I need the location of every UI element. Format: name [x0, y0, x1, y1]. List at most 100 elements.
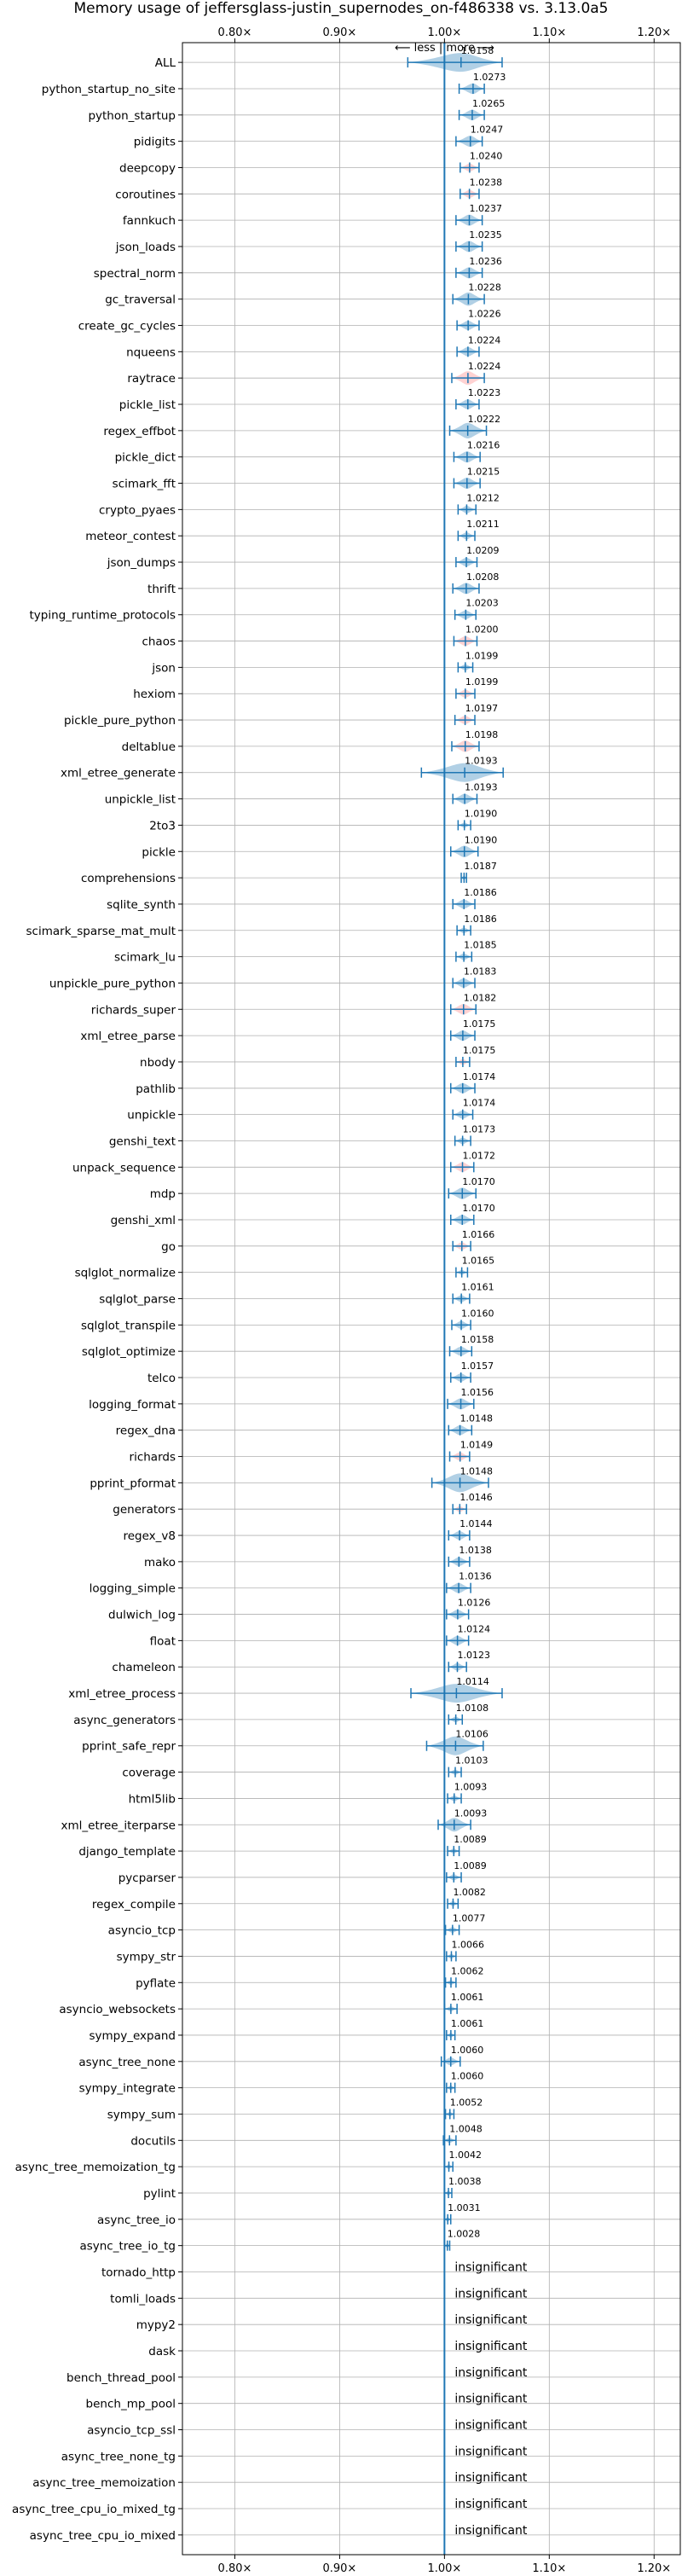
value-label: 1.0198 — [465, 729, 499, 740]
benchmark-label: sqlglot_parse — [99, 1293, 176, 1307]
value-label: 1.0161 — [461, 1282, 494, 1293]
value-label: 1.0093 — [454, 1807, 488, 1819]
value-label: 1.0144 — [459, 1518, 493, 1529]
value-label: 1.0203 — [465, 598, 499, 609]
value-label: 1.0106 — [455, 1729, 488, 1740]
value-label: 1.0235 — [469, 229, 502, 241]
insignificant-label: insignificant — [454, 2287, 528, 2300]
value-label: 1.0226 — [468, 309, 501, 320]
benchmark-label: scimark_sparse_mat_mult — [26, 925, 176, 938]
insignificant-label: insignificant — [454, 2366, 528, 2380]
benchmark-label: django_template — [78, 1845, 176, 1859]
benchmark-label: deltablue — [122, 740, 176, 754]
benchmark-label: async_tree_none — [78, 2056, 176, 2069]
benchmark-label: richards — [130, 1451, 176, 1465]
benchmark-label: go — [161, 1240, 176, 1254]
benchmark-label: regex_compile — [92, 1898, 176, 1912]
benchmark-label: chaos — [142, 635, 176, 649]
benchmark-label: bench_thread_pool — [66, 2371, 176, 2385]
value-label: 1.0149 — [460, 1440, 494, 1451]
value-label: 1.0174 — [463, 1098, 496, 1109]
benchmark-label: mdp — [150, 1187, 176, 1201]
value-label: 1.0028 — [448, 2229, 481, 2240]
insignificant-label: insignificant — [454, 2340, 528, 2353]
direction-label: ⟵ less | more ⟶ — [395, 42, 494, 55]
value-label: 1.0166 — [462, 1229, 495, 1240]
benchmark-label: ALL — [155, 56, 176, 70]
benchmark-label: chameleon — [112, 1661, 176, 1674]
value-label: 1.0089 — [454, 1834, 487, 1845]
value-label: 1.0273 — [473, 72, 506, 83]
value-label: 1.0170 — [462, 1176, 495, 1187]
benchmark-label: pickle_dict — [115, 451, 176, 465]
benchmark-label: nqueens — [126, 345, 176, 359]
benchmark-label: genshi_text — [109, 1134, 176, 1148]
benchmark-label: thrift — [147, 583, 176, 596]
x-tick-label-top: 0.90× — [322, 26, 356, 39]
value-label: 1.0060 — [451, 2071, 484, 2082]
benchmark-label: html5lib — [129, 1792, 176, 1806]
benchmark-label: asyncio_tcp — [108, 1924, 176, 1938]
benchmark-label: async_tree_memoization — [32, 2476, 176, 2490]
value-label: 1.0172 — [463, 1150, 496, 1161]
benchmark-label: sympy_integrate — [79, 2082, 176, 2096]
value-label: 1.0265 — [472, 98, 506, 109]
value-label: 1.0190 — [465, 808, 498, 819]
benchmark-label: sqlglot_normalize — [75, 1267, 176, 1280]
value-label: 1.0061 — [451, 1992, 484, 2003]
value-label: 1.0124 — [458, 1623, 491, 1634]
value-label: 1.0158 — [461, 1334, 494, 1345]
value-label: 1.0114 — [456, 1676, 489, 1687]
benchmark-label: sqlglot_transpile — [81, 1319, 176, 1332]
benchmark-label: mako — [144, 1556, 176, 1569]
value-label: 1.0240 — [470, 150, 503, 161]
plot-frame — [182, 42, 681, 2556]
benchmark-label: pickle — [142, 845, 176, 859]
value-label: 1.0185 — [464, 940, 497, 951]
value-label: 1.0062 — [451, 1965, 484, 1976]
value-label: 1.0060 — [451, 2045, 484, 2056]
benchmark-label: sympy_str — [117, 1950, 176, 1964]
value-label: 1.0183 — [464, 966, 497, 977]
value-label: 1.0042 — [449, 2150, 483, 2161]
benchmark-label: unpickle_pure_python — [49, 977, 176, 990]
benchmark-label: regex_effbot — [103, 425, 176, 438]
value-label: 1.0175 — [463, 1018, 496, 1030]
value-label: 1.0170 — [462, 1203, 495, 1214]
value-label: 1.0215 — [467, 467, 500, 478]
benchmark-label: async_tree_memoization_tg — [15, 2161, 176, 2174]
benchmark-label: pyflate — [136, 1976, 176, 1990]
benchmark-label: float — [150, 1634, 176, 1648]
value-label: 1.0077 — [453, 1913, 486, 1924]
insignificant-label: insignificant — [454, 2419, 528, 2433]
value-label: 1.0126 — [458, 1598, 491, 1609]
value-label: 1.0199 — [465, 650, 499, 661]
value-label: 1.0186 — [464, 914, 497, 925]
benchmark-label: genshi_xml — [111, 1214, 176, 1227]
benchmark-label: async_tree_none_tg — [61, 2450, 176, 2463]
benchmark-label: telco — [147, 1372, 176, 1385]
value-label: 1.0212 — [466, 492, 500, 503]
benchmark-label: 2to3 — [149, 819, 176, 833]
value-label: 1.0061 — [451, 2018, 484, 2029]
benchmark-label: meteor_contest — [85, 530, 176, 543]
insignificant-label: insignificant — [454, 2471, 528, 2485]
value-label: 1.0224 — [468, 334, 501, 345]
value-label: 1.0187 — [464, 861, 497, 872]
insignificant-label: insignificant — [454, 2445, 528, 2458]
value-label: 1.0199 — [465, 676, 499, 688]
benchmark-label: python_startup_no_site — [42, 83, 176, 96]
benchmark-label: richards_super — [91, 1003, 176, 1017]
value-label: 1.0165 — [462, 1256, 495, 1267]
benchmark-label: crypto_pyaes — [99, 503, 176, 517]
value-label: 1.0108 — [456, 1703, 489, 1714]
value-label: 1.0247 — [471, 125, 504, 136]
insignificant-label: insignificant — [454, 2393, 528, 2406]
value-label: 1.0238 — [470, 177, 503, 188]
benchmark-label: logging_format — [89, 1398, 176, 1412]
value-label: 1.0066 — [451, 1939, 484, 1950]
value-label: 1.0208 — [466, 571, 500, 583]
benchmark-label: hexiom — [133, 688, 176, 701]
x-tick-label-top: 0.80× — [218, 26, 252, 39]
